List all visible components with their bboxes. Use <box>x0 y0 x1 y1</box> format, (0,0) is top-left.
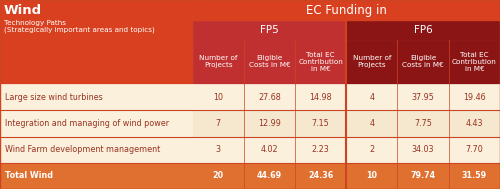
Text: 27.68: 27.68 <box>258 93 281 102</box>
Text: 10: 10 <box>213 93 223 102</box>
Text: Wind Farm development management: Wind Farm development management <box>5 145 160 154</box>
Text: 44.69: 44.69 <box>257 171 282 180</box>
Bar <box>192 136 500 163</box>
Text: 4.43: 4.43 <box>466 119 483 128</box>
Text: FP5: FP5 <box>260 25 279 35</box>
Text: 7: 7 <box>216 119 220 128</box>
Bar <box>192 84 500 110</box>
Text: 37.95: 37.95 <box>412 93 434 102</box>
Bar <box>192 110 500 136</box>
Text: Number of
Projects: Number of Projects <box>199 55 237 68</box>
Bar <box>346 40 398 84</box>
Text: 24.36: 24.36 <box>308 171 333 180</box>
Text: Number of
Projects: Number of Projects <box>352 55 391 68</box>
Text: Eligible
Costs in M€: Eligible Costs in M€ <box>402 55 444 68</box>
Bar <box>295 40 346 84</box>
Text: 20: 20 <box>212 171 224 180</box>
Bar <box>398 40 448 84</box>
Text: 4: 4 <box>370 93 374 102</box>
Bar <box>449 40 500 84</box>
Text: EC Funding in: EC Funding in <box>306 4 386 17</box>
Bar <box>192 40 244 84</box>
Text: Large size wind turbines: Large size wind turbines <box>5 93 103 102</box>
Bar <box>346 21 500 40</box>
Text: Total Wind: Total Wind <box>5 171 53 180</box>
Text: 31.59: 31.59 <box>462 171 487 180</box>
Text: FP6: FP6 <box>414 25 432 35</box>
Bar <box>0 136 192 163</box>
Bar <box>0 110 192 136</box>
Bar <box>192 0 500 21</box>
Text: 3: 3 <box>216 145 220 154</box>
Text: 14.98: 14.98 <box>310 93 332 102</box>
Text: 79.74: 79.74 <box>410 171 436 180</box>
Bar <box>0 163 192 189</box>
Text: 4.02: 4.02 <box>260 145 278 154</box>
Bar <box>244 40 295 84</box>
Text: 2.23: 2.23 <box>312 145 330 154</box>
Text: Wind: Wind <box>4 4 42 17</box>
Bar <box>192 163 500 189</box>
Text: 7.70: 7.70 <box>466 145 483 154</box>
Text: Integration and managing of wind power: Integration and managing of wind power <box>5 119 169 128</box>
Text: Total EC
Contribution
in M€: Total EC Contribution in M€ <box>298 52 343 72</box>
Text: 12.99: 12.99 <box>258 119 281 128</box>
Text: 34.03: 34.03 <box>412 145 434 154</box>
Bar <box>192 21 346 40</box>
Text: 19.46: 19.46 <box>463 93 485 102</box>
Text: 7.75: 7.75 <box>414 119 432 128</box>
Text: Eligible
Costs in M€: Eligible Costs in M€ <box>248 55 290 68</box>
Text: Technology Paths
(Strategically important areas and topics): Technology Paths (Strategically importan… <box>4 20 155 33</box>
Bar <box>0 84 192 110</box>
Text: 7.15: 7.15 <box>312 119 330 128</box>
Text: Total EC
Contribution
in M€: Total EC Contribution in M€ <box>452 52 497 72</box>
Bar <box>0 0 192 84</box>
Text: 2: 2 <box>370 145 374 154</box>
Text: 4: 4 <box>370 119 374 128</box>
Text: 10: 10 <box>366 171 378 180</box>
